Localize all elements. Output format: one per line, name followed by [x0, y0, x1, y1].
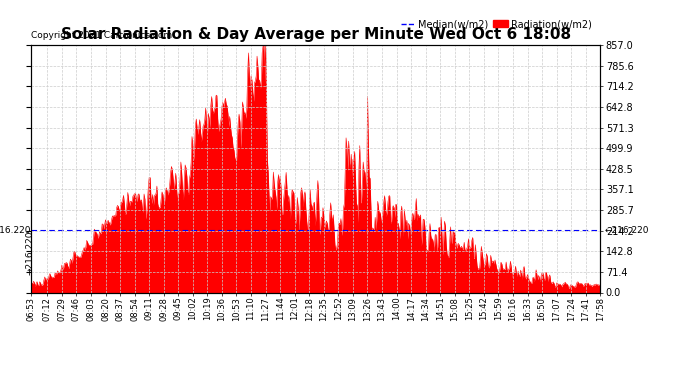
Text: Copyright 2021 Cartronics.com: Copyright 2021 Cartronics.com	[31, 31, 172, 40]
Text: →216.220: →216.220	[26, 230, 35, 274]
Text: →216.220: →216.220	[0, 225, 31, 234]
Legend: Median(w/m2), Radiation(w/m2): Median(w/m2), Radiation(w/m2)	[397, 15, 595, 33]
Title: Solar Radiation & Day Average per Minute Wed Oct 6 18:08: Solar Radiation & Day Average per Minute…	[61, 27, 571, 42]
Text: ←216.220: ←216.220	[604, 225, 649, 234]
